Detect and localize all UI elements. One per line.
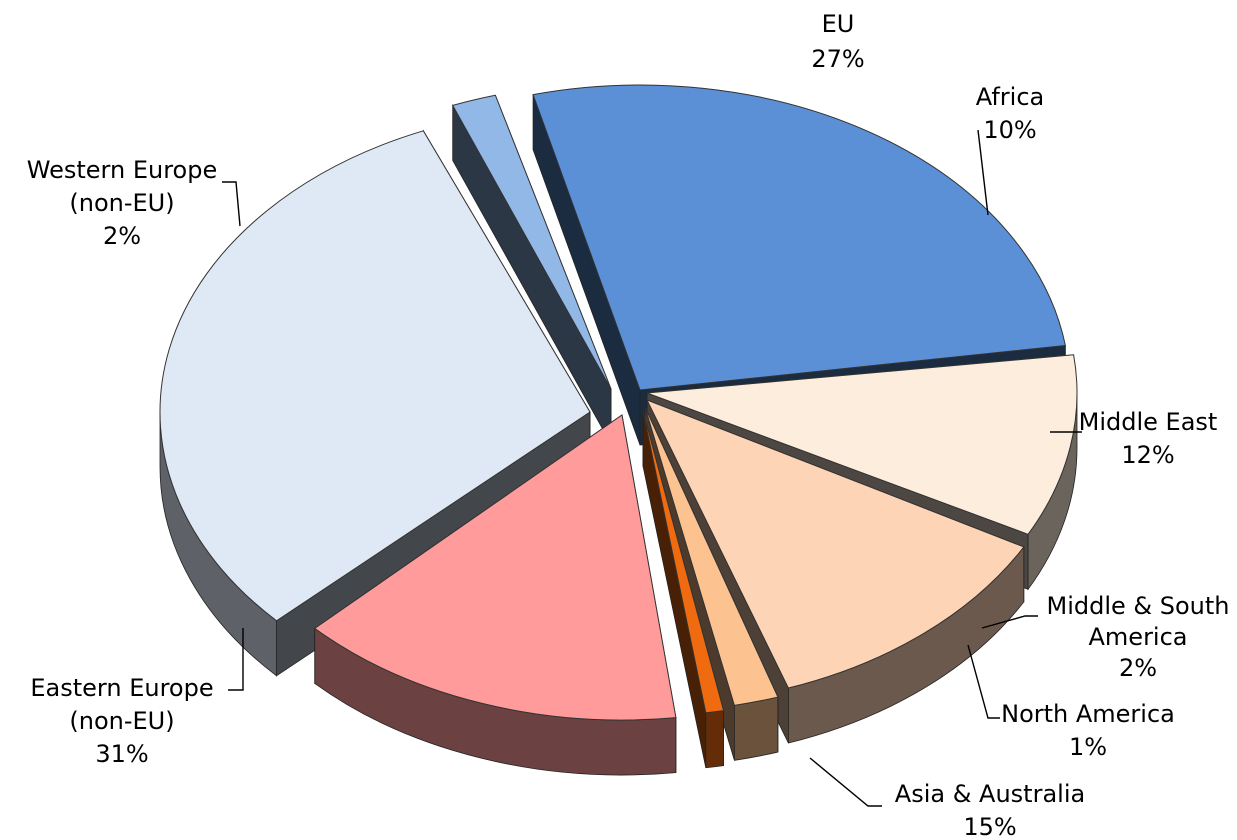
data-label: Western Europe (non-EU) 2% xyxy=(27,156,217,250)
data-label-name: (non-EU) xyxy=(69,707,174,735)
data-label: Eastern Europe (non-EU) 31% xyxy=(30,674,213,768)
data-label: EU 27% xyxy=(811,10,864,73)
label-leader-lines xyxy=(222,129,1082,807)
leader-line xyxy=(809,757,882,807)
slice-tops xyxy=(159,84,1078,721)
leader-line xyxy=(222,181,241,227)
pie-slice-western-europe-non-eu xyxy=(451,94,612,390)
data-labels: EU 27% Africa 10% Middle East 12% Middle & Sou… xyxy=(27,10,1230,840)
data-label-percent: 12% xyxy=(1121,441,1174,469)
pie-slice-asia-australia xyxy=(313,414,677,721)
data-label-percent: 1% xyxy=(1069,733,1107,761)
data-label-percent: 2% xyxy=(1119,654,1157,682)
data-label-name: EU xyxy=(822,10,855,38)
leader-line xyxy=(228,628,244,691)
leader-line xyxy=(967,644,1000,719)
data-label-name: (non-EU) xyxy=(69,189,174,217)
data-label-name: North America xyxy=(1001,700,1175,728)
pie-slice-africa xyxy=(646,354,1078,535)
data-label: Middle East 12% xyxy=(1079,408,1218,469)
data-label-name: Africa xyxy=(976,83,1044,111)
data-label-name: Asia & Australia xyxy=(895,780,1085,808)
slice-wall xyxy=(705,710,724,769)
data-label-name: Middle East xyxy=(1079,408,1218,436)
pie-slice-eastern-europe-non-eu xyxy=(159,130,591,622)
data-label-name: Middle & South xyxy=(1047,592,1230,620)
data-label-percent: 2% xyxy=(103,222,141,250)
data-label-percent: 10% xyxy=(983,116,1036,144)
pie-slice-middle-east xyxy=(645,399,1025,689)
data-label: Middle & South America 2% xyxy=(1047,592,1230,682)
pie-slice-eu xyxy=(532,84,1066,391)
data-label-name: America xyxy=(1089,623,1188,651)
data-label: Africa 10% xyxy=(976,83,1044,144)
leader-line xyxy=(981,615,1038,629)
data-label: Asia & Australia 15% xyxy=(895,780,1085,840)
pie-slice-middle-south-america xyxy=(644,406,779,706)
pie-slice-north-america xyxy=(642,410,725,714)
data-label-name: Eastern Europe xyxy=(30,674,213,702)
data-label: North America 1% xyxy=(1001,700,1175,761)
slice-wall xyxy=(734,696,779,761)
data-label-percent: 27% xyxy=(811,45,864,73)
data-label-percent: 15% xyxy=(963,813,1016,840)
leader-line xyxy=(977,129,989,216)
data-label-percent: 31% xyxy=(95,740,148,768)
data-label-name: Western Europe xyxy=(27,156,217,184)
